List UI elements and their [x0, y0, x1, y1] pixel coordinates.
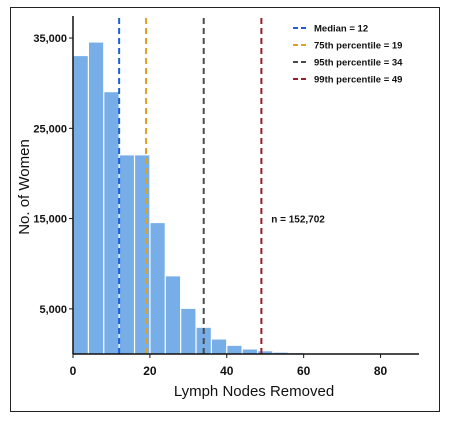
histogram-bar — [104, 92, 119, 354]
y-tick-label: 5,000 — [39, 304, 67, 316]
histogram-bar — [165, 276, 181, 354]
x-tick-label: 20 — [143, 364, 157, 378]
x-tick-label: 0 — [70, 364, 77, 378]
histogram-bar — [242, 349, 257, 354]
legend-label: 99th percentile = 49 — [314, 75, 402, 86]
sample-size-annotation: n = 152,702 — [271, 215, 325, 226]
x-tick-label: 80 — [374, 364, 388, 378]
y-tick-label: 25,000 — [33, 123, 67, 135]
y-tick-label: 15,000 — [33, 214, 67, 226]
x-tick-label: 60 — [297, 364, 311, 378]
y-tick-label: 35,000 — [33, 33, 67, 45]
bars-group — [73, 42, 411, 355]
histogram-bar — [227, 345, 242, 354]
histogram-bar — [119, 155, 134, 354]
chart-frame: 5,000 15,000 25,000 35,000 0 20 40 60 80 No. of… — [10, 7, 440, 412]
legend-label: 75th percentile = 19 — [314, 41, 402, 52]
y-ticks-group: 5,000 15,000 25,000 35,000 — [33, 33, 73, 316]
legend-label: Median = 12 — [314, 24, 368, 35]
x-axis-label: Lymph Nodes Removed — [174, 383, 334, 400]
histogram-bar — [258, 351, 273, 354]
y-axis-label: No. of Women — [16, 139, 33, 235]
legend-label: 95th percentile = 34 — [314, 58, 403, 69]
histogram-bar — [181, 308, 196, 354]
x-tick-label: 40 — [220, 364, 234, 378]
histogram-bar — [73, 56, 88, 355]
axes-group — [72, 16, 419, 355]
histogram-bar — [212, 339, 227, 354]
histogram-bar — [88, 42, 104, 354]
histogram-bar — [135, 155, 150, 354]
x-ticks-group: 0 20 40 60 80 — [70, 354, 388, 378]
histogram-bar — [150, 223, 165, 354]
reference-lines-group — [118, 18, 263, 354]
histogram-chart: 5,000 15,000 25,000 35,000 0 20 40 60 80 No. of… — [16, 16, 419, 400]
legend: Median = 12 75th percentile = 19 95th perc… — [293, 24, 403, 86]
